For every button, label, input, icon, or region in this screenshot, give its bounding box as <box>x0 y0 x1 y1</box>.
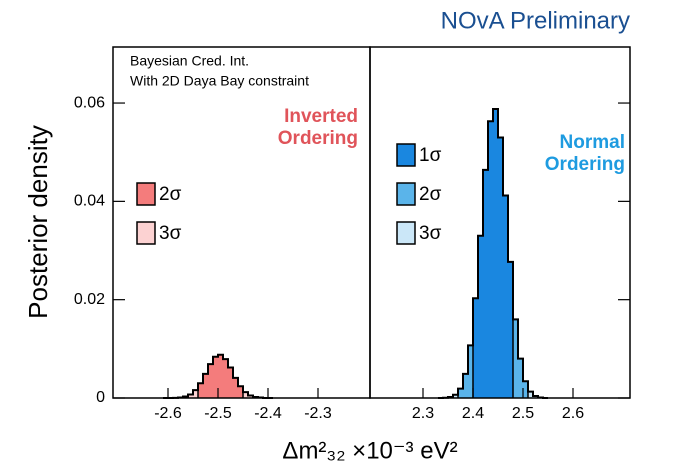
x-tick-label: -2.5 <box>204 405 232 422</box>
x-tick-label: 2.6 <box>562 405 584 422</box>
legend-label: 1σ <box>419 145 442 166</box>
histogram-bin <box>518 358 523 398</box>
legend-label: 2σ <box>159 184 182 205</box>
x-tick-label: 2.4 <box>462 405 484 422</box>
legend-label: 3σ <box>159 223 182 244</box>
legend-swatch <box>136 182 156 206</box>
x-tick-label: 2.5 <box>512 405 534 422</box>
histogram-bin <box>198 383 203 398</box>
y-tick-label: 0.04 <box>74 193 105 210</box>
histogram-bin <box>213 356 218 398</box>
ordering-label: Ordering <box>545 154 625 175</box>
y-tick-label: 0 <box>96 389 105 406</box>
panel-frame <box>369 46 631 399</box>
histogram-bin <box>478 235 483 398</box>
histogram-bin <box>243 392 248 398</box>
histogram-bin <box>468 345 473 398</box>
histogram-bin <box>238 386 243 398</box>
histogram-bin <box>453 394 458 398</box>
ordering-label: Inverted <box>284 106 358 127</box>
histogram-bin <box>248 395 253 398</box>
legend-swatch <box>396 143 416 167</box>
histogram-bin <box>228 367 233 398</box>
x-tick-label: -2.4 <box>254 405 282 422</box>
histogram-bin <box>233 377 238 398</box>
histogram-bin <box>218 354 223 398</box>
histogram-bin <box>463 373 468 398</box>
histogram-bin <box>488 121 493 399</box>
histogram-bin <box>493 108 498 399</box>
y-tick-label: 0.06 <box>74 94 105 111</box>
y-tick-label: 0.02 <box>74 291 105 308</box>
legend-label: 2σ <box>419 184 442 205</box>
x-axis-label: Δm²₃₂ ×10⁻³ eV² <box>282 437 457 464</box>
ordering-label: Ordering <box>278 128 358 149</box>
histogram-bin <box>503 195 508 398</box>
histogram-bin <box>508 261 513 398</box>
y-axis-label: Posterior density <box>23 125 53 319</box>
legend-swatch <box>136 221 156 245</box>
annotation: With 2D Daya Bay constraint <box>130 73 309 89</box>
histogram-bin <box>188 394 193 398</box>
histogram-outline <box>163 353 273 399</box>
ordering-label: Normal <box>560 132 625 153</box>
legend-swatch <box>396 182 416 206</box>
legend-label: 3σ <box>419 223 442 244</box>
x-tick-label: -2.6 <box>154 405 182 422</box>
histogram-bin <box>513 319 518 398</box>
histogram-bin <box>458 388 463 398</box>
histogram-bin <box>208 364 213 398</box>
chart-title: NOvA Preliminary <box>441 7 630 34</box>
histogram-bin <box>528 391 533 398</box>
legend-swatch <box>396 221 416 245</box>
histogram-bin <box>523 381 528 398</box>
histogram-bin <box>483 169 488 398</box>
histogram-bin <box>223 359 228 398</box>
annotation: Bayesian Cred. Int. <box>130 53 249 69</box>
x-tick-label: -2.3 <box>304 405 332 422</box>
histogram-bin <box>473 298 478 398</box>
histogram-bin <box>193 390 198 398</box>
histogram-bin <box>498 137 503 398</box>
x-tick-label: 2.3 <box>412 405 434 422</box>
histogram-bin <box>203 373 208 398</box>
